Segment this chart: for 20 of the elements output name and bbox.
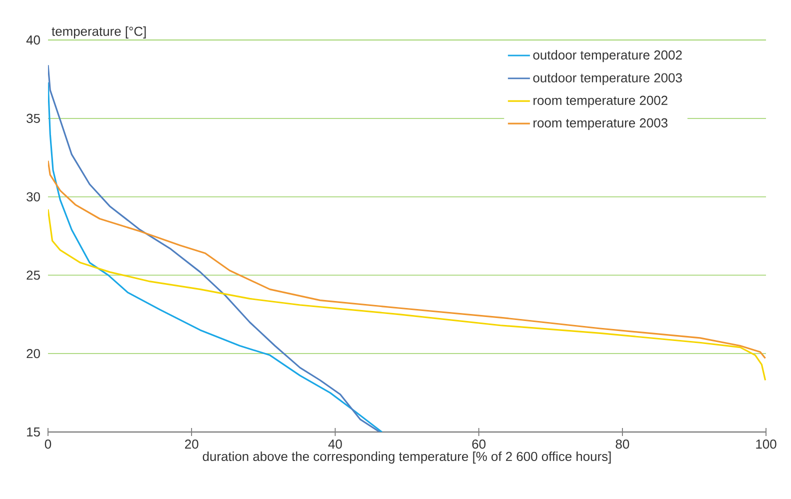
y-axis-title: temperature [°C] <box>52 26 146 38</box>
x-tick-label: 40 <box>328 440 342 449</box>
line-series <box>48 208 766 382</box>
y-tick-label: 40 <box>26 35 40 45</box>
y-tick-label: 25 <box>26 270 40 280</box>
line-series <box>48 160 766 360</box>
y-tick-label: 35 <box>26 114 40 123</box>
y-tick-label: 20 <box>26 349 40 358</box>
x-tick-label: 60 <box>472 440 486 449</box>
x-tick-label: 80 <box>616 440 630 449</box>
x-tick-label: 100 <box>756 440 776 449</box>
y-tick-label: 30 <box>26 192 40 202</box>
legend-label: room temperature 2002 <box>534 96 668 108</box>
x-tick-label: 20 <box>185 440 198 449</box>
x-tick-label: 0 <box>44 440 52 449</box>
legend-label: outdoor temperature 2003 <box>533 72 682 85</box>
legend-label: outdoor temperature 2002 <box>533 50 682 62</box>
y-tick-label: 15 <box>27 427 40 437</box>
x-axis-title: duration above the corresponding temperature [% of 2 600 office hours] <box>202 452 611 464</box>
legend-label: room temperature 2003 <box>534 118 668 130</box>
